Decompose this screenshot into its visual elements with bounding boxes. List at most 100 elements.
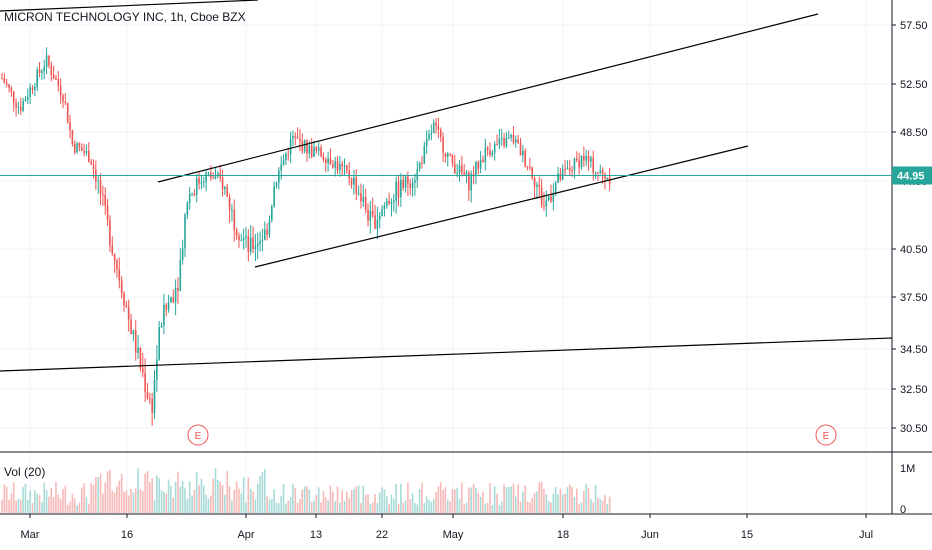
volume-bar (468, 487, 470, 513)
candle-body (425, 138, 428, 146)
candle-body (416, 169, 419, 181)
candle-body (172, 297, 175, 302)
candle-body (442, 136, 444, 153)
candle-body (36, 69, 38, 87)
volume-bar (247, 477, 250, 513)
volume-bar (519, 501, 522, 513)
candle-body (482, 159, 484, 163)
volume-bar (362, 485, 365, 513)
trendline[interactable] (254, 145, 749, 268)
volume-bar (608, 496, 611, 513)
volume-bar (355, 486, 358, 513)
volume-bar (402, 502, 404, 513)
candle-body (24, 99, 27, 101)
candle-body (224, 187, 226, 189)
volume-bar (193, 489, 196, 513)
candle-body (411, 182, 414, 189)
candle-body (369, 210, 372, 221)
volume-bar (149, 481, 151, 513)
volume-bar (5, 486, 8, 513)
y-tick-label: 37.50 (900, 292, 928, 304)
candle-body (160, 325, 163, 328)
candle-body (228, 196, 231, 210)
volume-bar (24, 483, 27, 513)
candle-body (512, 134, 515, 143)
candle-body (545, 200, 548, 207)
volume-bar (482, 491, 484, 513)
candle-body (421, 162, 423, 164)
volume-legend[interactable]: Vol (20) (4, 465, 46, 479)
volume-bar (268, 499, 271, 513)
volume-bar (566, 487, 569, 513)
candle-body (195, 178, 198, 196)
candle-body (343, 165, 346, 167)
candle-body (299, 138, 301, 142)
volume-bar (111, 490, 114, 513)
candle-body (146, 392, 149, 399)
candle-body (435, 122, 437, 126)
trendline[interactable] (0, 337, 893, 372)
candle-body (271, 206, 273, 221)
candle-body (181, 248, 184, 260)
volume-bar (540, 482, 543, 513)
candle-body (355, 177, 358, 194)
volume-bar (163, 491, 165, 513)
volume-bar (454, 489, 456, 513)
candle-body (561, 169, 564, 180)
symbol-interval: 1h (170, 10, 184, 24)
earnings-event-marker[interactable] (815, 424, 837, 446)
volume-bar (308, 489, 311, 513)
volume-bar (479, 496, 482, 513)
volume-bar (327, 500, 329, 513)
volume-bar (498, 504, 501, 513)
candle-body (10, 87, 13, 92)
candle-body (170, 297, 172, 303)
candle-body (207, 172, 210, 174)
volume-bar (104, 482, 107, 513)
trendline[interactable] (0, 0, 259, 12)
candle-body (568, 167, 571, 171)
volume-bar (444, 487, 447, 513)
volume-bar (533, 492, 536, 513)
earnings-event-marker[interactable] (187, 424, 209, 446)
candle-body (73, 143, 76, 153)
candle-body (174, 288, 177, 302)
candle-body (423, 145, 426, 164)
candle-body (543, 205, 545, 207)
volume-bar (120, 473, 123, 513)
volume-bar (489, 483, 491, 513)
trendline[interactable] (157, 13, 819, 183)
candle-body (22, 100, 24, 111)
candle-body (266, 229, 268, 235)
candle-body (573, 158, 576, 171)
volume-bar (559, 488, 562, 513)
volume-bar (210, 495, 212, 513)
candle-body (52, 74, 55, 79)
candle-body (132, 330, 135, 335)
candle-body (315, 147, 318, 151)
candle-body (341, 163, 343, 167)
candle-body (378, 215, 381, 220)
candle-body (109, 220, 111, 246)
volume-bar (78, 502, 81, 513)
candle-body (472, 173, 475, 177)
volume-tick-label: 0 (900, 504, 906, 516)
candle-body (31, 87, 34, 90)
candle-body (48, 55, 50, 66)
candle-body (477, 161, 480, 169)
volume-bar (378, 492, 381, 513)
volume-bar (245, 502, 247, 513)
volume-bar (287, 500, 290, 513)
volume-bar (315, 495, 318, 513)
volume-bar (238, 488, 240, 513)
candle-body (214, 175, 217, 179)
volume-bar (512, 483, 515, 513)
y-tick-label: 32.50 (900, 384, 928, 396)
volume-bar (435, 491, 437, 513)
symbol-header[interactable]: MICRON TECHNOLOGY INC, 1h, Cboe BZX (4, 10, 246, 24)
candle-body (156, 359, 158, 380)
volume-bar (205, 494, 207, 513)
x-tick-label: May (443, 529, 464, 541)
y-tick-label: 57.50 (900, 20, 928, 32)
